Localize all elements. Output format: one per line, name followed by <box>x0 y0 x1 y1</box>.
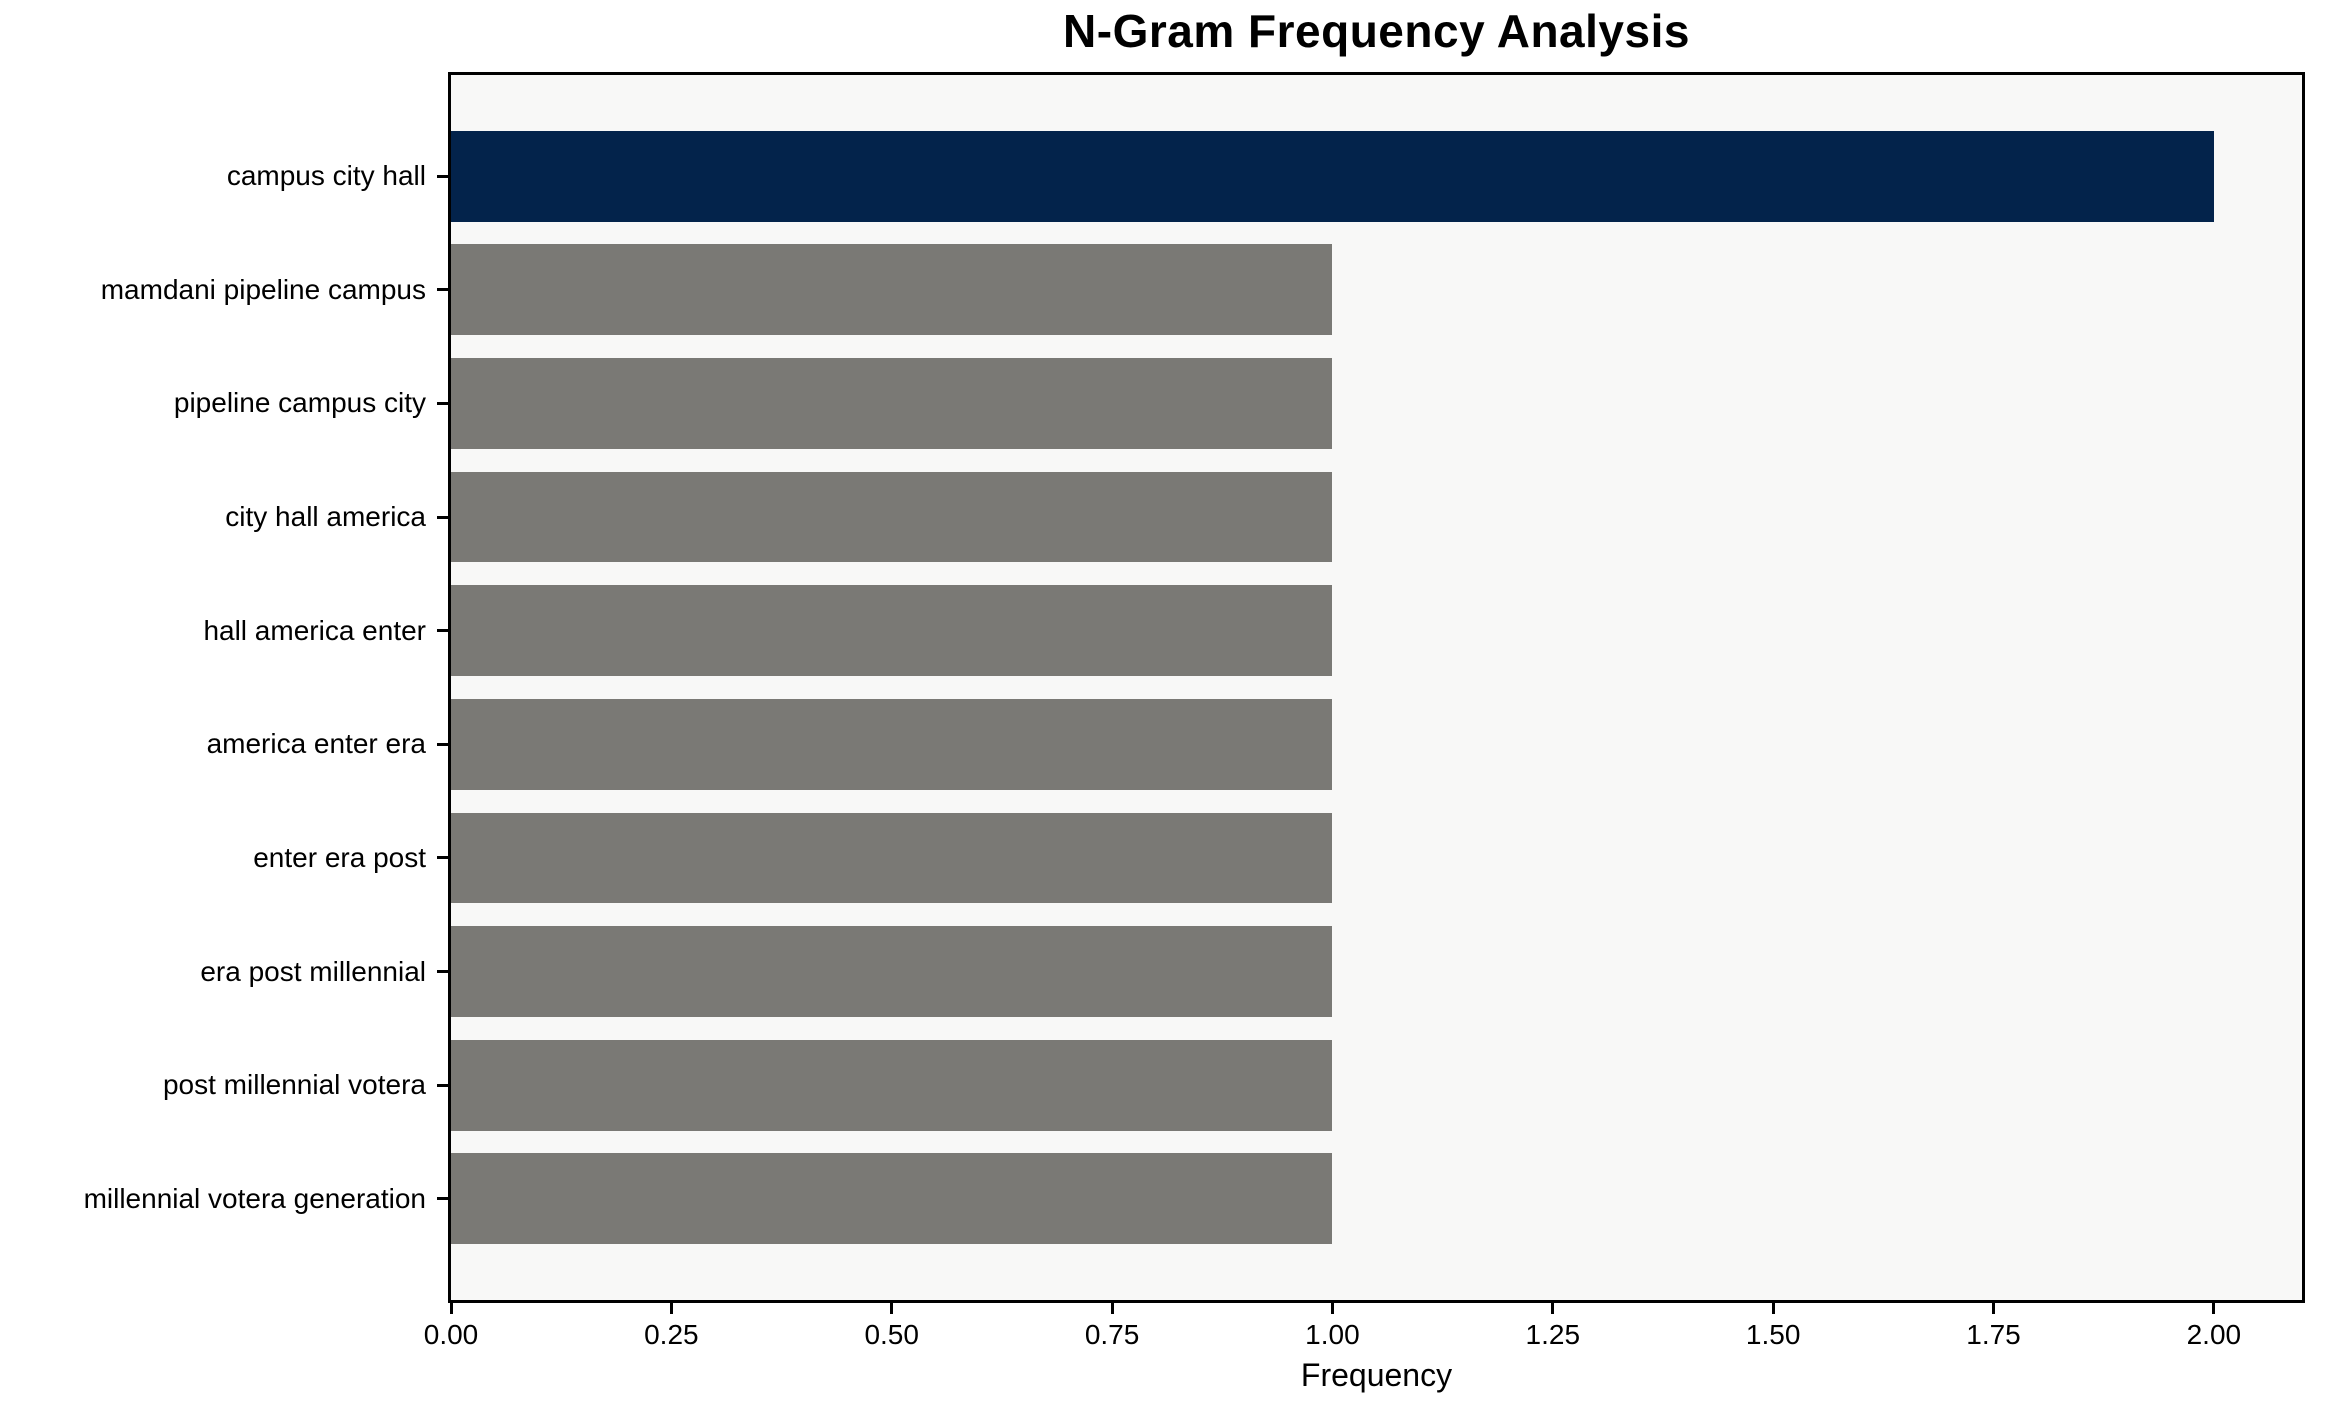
y-tick-mark <box>437 1083 448 1087</box>
y-tick-mark <box>437 401 448 405</box>
y-tick-mark <box>437 1197 448 1201</box>
y-tick-label: mamdani pipeline campus <box>100 273 426 305</box>
y-tick-mark <box>437 856 448 860</box>
bar-city-hall-america <box>451 471 1333 563</box>
y-tick-mark <box>437 742 448 746</box>
y-tick-label: pipeline campus city <box>173 387 426 419</box>
x-tick-mark <box>1771 1303 1775 1314</box>
y-tick-mark <box>437 288 448 292</box>
x-tick-mark <box>1992 1303 1995 1314</box>
bar-enter-era-post <box>451 812 1333 904</box>
x-tick-label: 0.50 <box>864 1319 919 1350</box>
x-tick-label: 1.50 <box>1745 1319 1801 1350</box>
chart-title: N-Gram Frequency Analysis <box>1063 5 1690 57</box>
y-tick-label: post millennial votera <box>162 1069 426 1101</box>
y-tick-label: enter era post <box>253 841 426 873</box>
bar-millennial-votera-generation <box>451 1153 1333 1245</box>
bar-era-post-millennial <box>451 926 1333 1018</box>
y-tick-label: campus city hall <box>226 160 426 192</box>
y-tick-label: hall america enter <box>203 614 426 646</box>
y-tick-label: america enter era <box>206 728 426 760</box>
bar-campus-city-hall <box>451 130 2214 222</box>
x-tick-mark <box>1330 1303 1334 1314</box>
x-tick-label: 0.25 <box>644 1319 699 1350</box>
x-tick-label: 1.75 <box>1966 1319 2021 1350</box>
bar-post-millennial-votera <box>451 1039 1333 1131</box>
y-tick-mark <box>437 629 448 633</box>
y-tick-mark <box>437 515 448 519</box>
bar-pipeline-campus-city <box>451 357 1333 449</box>
bar-hall-america-enter <box>451 585 1333 677</box>
x-tick-mark <box>1110 1303 1114 1314</box>
y-tick-mark <box>437 174 448 178</box>
x-tick-label: 1.00 <box>1305 1319 1360 1350</box>
plot-area <box>448 72 2305 1303</box>
y-tick-label: millennial votera generation <box>83 1182 426 1214</box>
x-tick-mark <box>1551 1303 1555 1314</box>
x-tick-label: 1.25 <box>1525 1319 1581 1350</box>
x-tick-label: 0.00 <box>423 1319 479 1350</box>
y-tick-label: city hall america <box>225 501 426 533</box>
bar-mamdani-pipeline-campus <box>451 244 1333 336</box>
x-tick-mark <box>890 1303 894 1314</box>
x-tick-mark <box>449 1303 453 1314</box>
x-tick-label: 2.00 <box>2186 1319 2242 1350</box>
y-tick-label: era post millennial <box>200 955 426 987</box>
x-tick-label: 0.75 <box>1084 1319 1140 1350</box>
x-axis-title: Frequency <box>1300 1357 1453 1393</box>
y-tick-mark <box>437 970 448 974</box>
bar-america-enter-era <box>451 698 1333 790</box>
x-tick-mark <box>2212 1303 2216 1314</box>
x-tick-mark <box>669 1303 673 1314</box>
